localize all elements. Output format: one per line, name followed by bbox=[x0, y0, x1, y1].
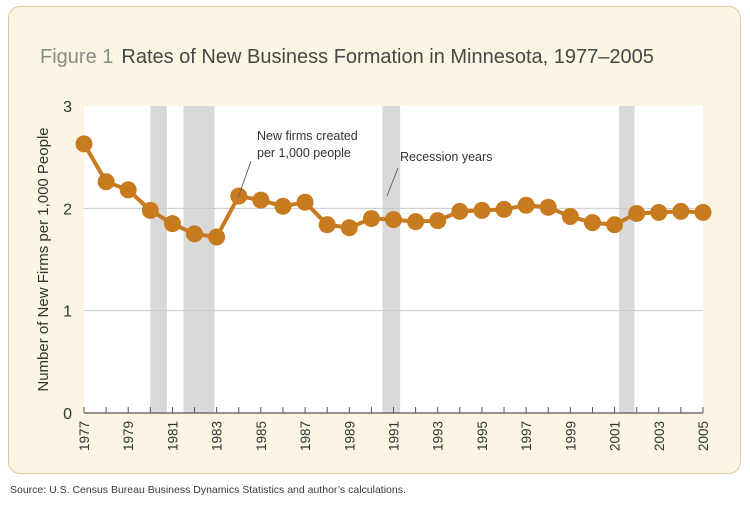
data-point-2004 bbox=[672, 202, 690, 220]
source-note: Source: U.S. Census Bureau Business Dyna… bbox=[10, 484, 406, 496]
figure-label: Figure 1 bbox=[40, 46, 114, 68]
x-tick-label-2003: 2003 bbox=[652, 421, 667, 451]
series-annotation-line-2: per 1,000 people bbox=[257, 146, 351, 160]
recession-band-2 bbox=[183, 106, 215, 413]
data-point-1989 bbox=[340, 219, 358, 237]
x-tick-label-1979: 1979 bbox=[121, 421, 136, 451]
data-point-1979 bbox=[119, 181, 137, 199]
recession-band-4 bbox=[618, 106, 635, 413]
data-point-2001 bbox=[606, 216, 624, 234]
data-point-1996 bbox=[495, 200, 513, 218]
data-point-1990 bbox=[362, 210, 380, 228]
data-point-1985 bbox=[252, 191, 270, 209]
data-point-2005 bbox=[694, 203, 712, 221]
x-tick-label-1995: 1995 bbox=[475, 421, 490, 451]
y-axis-label: Number of New Firms per 1,000 People bbox=[35, 127, 52, 391]
x-tick-label-1985: 1985 bbox=[254, 421, 269, 451]
data-point-2000 bbox=[583, 214, 601, 232]
x-tick-label-1989: 1989 bbox=[342, 421, 357, 451]
x-tick-label-1987: 1987 bbox=[298, 421, 313, 451]
data-point-1999 bbox=[561, 208, 579, 226]
x-tick-label-2005: 2005 bbox=[696, 421, 711, 451]
x-tick-label-1981: 1981 bbox=[165, 421, 180, 451]
recession-annotation-leader bbox=[386, 167, 399, 197]
data-point-1986 bbox=[274, 197, 292, 215]
data-point-1980 bbox=[141, 201, 159, 219]
x-tick-label-1999: 1999 bbox=[563, 421, 578, 451]
y-tick-label-2: 2 bbox=[63, 201, 72, 218]
recession-band-1 bbox=[150, 106, 167, 413]
x-tick-label-1997: 1997 bbox=[519, 421, 534, 451]
data-point-1988 bbox=[318, 216, 336, 234]
y-tick-label-3: 3 bbox=[63, 99, 72, 116]
y-tick-label-0: 0 bbox=[63, 406, 72, 423]
data-point-1987 bbox=[296, 193, 314, 211]
title-text: Rates of New Business Formation in Minne… bbox=[121, 46, 654, 68]
series-annotation-line-1: New firms created bbox=[257, 129, 358, 143]
x-tick-label-1983: 1983 bbox=[210, 421, 225, 451]
data-point-1995 bbox=[473, 201, 491, 219]
data-point-1993 bbox=[429, 212, 447, 230]
data-point-1991 bbox=[385, 211, 402, 229]
data-point-2002 bbox=[628, 204, 646, 222]
recession-annotation: Recession years bbox=[400, 150, 492, 164]
data-point-1982 bbox=[186, 225, 204, 243]
data-point-1997 bbox=[517, 196, 535, 214]
data-point-1992 bbox=[407, 213, 425, 231]
data-point-1994 bbox=[451, 202, 469, 220]
data-point-1981 bbox=[163, 215, 181, 233]
data-point-1977 bbox=[75, 135, 93, 153]
x-tick-label-1991: 1991 bbox=[387, 421, 402, 451]
x-tick-label-2001: 2001 bbox=[608, 421, 623, 451]
data-point-1978 bbox=[97, 173, 115, 191]
series-annotation-leader bbox=[237, 160, 252, 199]
recession-band-3 bbox=[382, 106, 401, 413]
x-tick-label-1977: 1977 bbox=[77, 421, 92, 451]
data-point-2003 bbox=[650, 203, 668, 221]
data-point-1998 bbox=[539, 198, 557, 216]
x-tick-label-1993: 1993 bbox=[431, 421, 446, 451]
y-tick-label-1: 1 bbox=[63, 304, 72, 321]
data-point-1983 bbox=[208, 228, 226, 246]
chart-title: Figure 1 Rates of New Business Formation … bbox=[40, 46, 654, 69]
